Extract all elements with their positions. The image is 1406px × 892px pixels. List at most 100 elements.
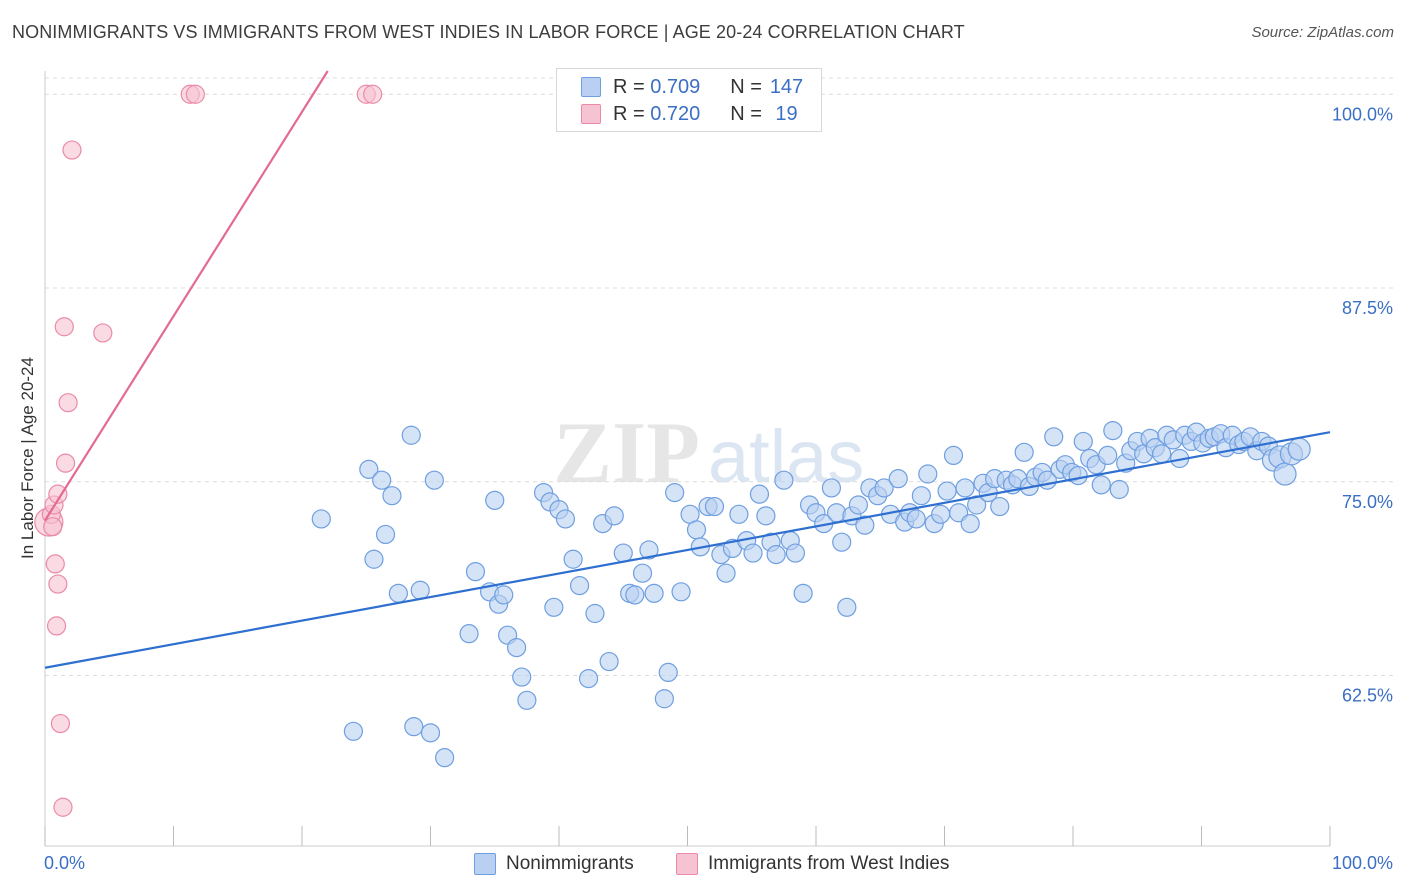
nonimmigrant-point	[544, 597, 564, 617]
nonimmigrant-point	[1273, 462, 1297, 486]
legend-row-west-indies: R = 0.720 N = 19	[581, 102, 806, 126]
chart-title: NONIMMIGRANTS VS IMMIGRANTS FROM WEST IN…	[12, 22, 965, 42]
nonimmigrant-point	[671, 582, 691, 602]
legend-n-label: N =	[730, 102, 762, 125]
nonimmigrant-point	[1091, 475, 1111, 495]
nonimmigrant-point	[686, 520, 707, 540]
nonimmigrant-point	[1044, 427, 1064, 447]
legend-n-value: 147	[769, 75, 804, 98]
nonimmigrant-point	[931, 504, 951, 524]
correlation-legend: R = 0.709 N = 147 R = 0.720 N = 19	[556, 68, 822, 132]
nonimmigrant-point	[1103, 421, 1123, 441]
bottom-legend-west-indies: Immigrants from West Indies	[676, 851, 949, 877]
y-tick-label: 62.5%	[1342, 686, 1393, 706]
nonimmigrant-point	[1287, 437, 1311, 461]
legend-n-label: N =	[730, 75, 762, 98]
nonimmigrant-point	[855, 515, 875, 535]
nonimmigrant-point	[465, 562, 486, 582]
nonimmigrant-point	[343, 721, 363, 741]
nonimmigrant-point	[1073, 431, 1093, 452]
nonimmigrant-point	[578, 668, 599, 689]
nonimmigrant-point	[743, 543, 763, 563]
nonimmigrant-point	[311, 509, 331, 529]
nonimmigrant-point	[569, 575, 590, 596]
nonimmigrant-point	[937, 481, 957, 501]
nonimmigrant-point	[401, 425, 421, 445]
nonimmigrant-point	[555, 509, 576, 529]
nonimmigrant-point	[604, 506, 624, 526]
legend-r-value: 0.720	[650, 102, 701, 125]
nonimmigrant-point	[874, 478, 894, 498]
nonimmigrant-point	[990, 496, 1010, 517]
nonimmigrant-point	[485, 490, 505, 510]
nonimmigrant-point	[585, 603, 605, 624]
bottom-legend-swatch-pink	[676, 853, 698, 875]
nonimmigrant-point	[382, 486, 402, 506]
y-tick-label: 87.5%	[1342, 298, 1393, 318]
nonimmigrant-point	[599, 651, 619, 672]
legend-r-value: 0.709	[650, 75, 701, 98]
nonimmigrant-point	[613, 543, 633, 563]
nonimmigrant-point	[410, 580, 430, 600]
west-indies-point	[58, 393, 78, 413]
nonimmigrant-point	[848, 495, 869, 515]
nonimmigrant-point	[359, 459, 379, 479]
nonimmigrant-point	[1109, 479, 1129, 500]
west-indies-point	[50, 713, 71, 734]
nonimmigrant-point	[906, 509, 926, 529]
west-indies-point	[48, 574, 68, 594]
nonimmigrant-point	[388, 583, 408, 603]
nonimmigrant-point	[749, 484, 770, 504]
bottom-legend-swatch-blue	[474, 853, 496, 875]
nonimmigrant-point	[654, 689, 674, 709]
nonimmigrant-point	[793, 583, 813, 603]
west-indies-point	[54, 317, 74, 337]
nonimmigrant-point	[1098, 445, 1118, 465]
nonimmigrant-point	[821, 478, 842, 498]
nonimmigrant-point	[632, 563, 653, 583]
legend-r-label: R =	[613, 75, 645, 98]
nonimmigrant-point	[774, 470, 794, 490]
nonimmigrant-point	[424, 470, 444, 490]
nonimmigrant-point	[625, 585, 645, 605]
west-indies-point	[46, 616, 67, 636]
nonimmigrant-point	[918, 464, 938, 484]
nonimmigrant-point	[960, 513, 980, 534]
nonimmigrant-point	[404, 717, 424, 737]
nonimmigrant-point	[494, 585, 514, 605]
legend-row-nonimmigrants: R = 0.709 N = 147	[581, 75, 806, 99]
nonimmigrant-point	[785, 543, 806, 563]
nonimmigrant-point	[644, 583, 664, 603]
nonimmigrant-point	[766, 544, 786, 565]
bottom-legend-nonimmigrants: Nonimmigrants	[474, 851, 634, 877]
legend-n-value: 19	[775, 102, 798, 125]
nonimmigrant-point	[911, 486, 931, 506]
nonimmigrant-point	[665, 483, 685, 503]
nonimmigrant-point	[756, 506, 776, 526]
nonimmigrant-point	[372, 470, 392, 490]
west-indies-trendline	[44, 70, 329, 522]
west-indies-point	[55, 453, 76, 473]
source-credit: Source: ZipAtlas.com	[1251, 24, 1394, 41]
nonimmigrant-trendline	[44, 431, 1331, 669]
nonimmigrant-point	[729, 504, 749, 524]
nonimmigrant-point	[832, 532, 852, 552]
nonimmigrant-point	[955, 478, 975, 498]
y-tick-label: 75.0%	[1342, 492, 1393, 512]
nonimmigrant-point	[563, 549, 583, 569]
nonimmigrant-point	[420, 723, 441, 743]
west-indies-point	[48, 484, 68, 504]
west-indies-point	[45, 554, 65, 574]
nonimmigrant-point	[658, 662, 678, 683]
nonimmigrant-point	[364, 549, 384, 569]
west-indies-point	[62, 140, 82, 160]
nonimmigrant-point	[1068, 465, 1088, 486]
x-tick-label: 0.0%	[44, 853, 85, 873]
nonimmigrant-point	[837, 597, 857, 617]
west-indies-point	[53, 797, 73, 817]
legend-r-label: R =	[613, 102, 645, 125]
west-indies-point	[93, 323, 113, 343]
nonimmigrant-point	[716, 563, 736, 583]
nonimmigrant-point	[1014, 442, 1034, 462]
